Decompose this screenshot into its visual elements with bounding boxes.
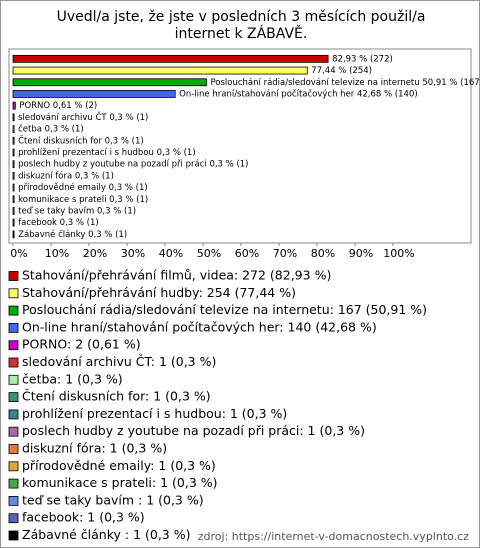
legend-swatch — [8, 409, 19, 420]
legend-swatch — [8, 478, 19, 489]
value-label: Zábavné články 0,3 % (1) — [18, 229, 127, 240]
bar — [12, 78, 207, 87]
bar — [12, 101, 16, 110]
legend-swatch — [8, 357, 19, 368]
legend-swatch — [8, 374, 19, 385]
legend-label: On-line hraní/stahování počítačových her… — [22, 319, 377, 334]
x-tick-label: 100% — [383, 247, 414, 260]
bar — [12, 171, 15, 180]
legend-label: Stahování/přehrávání filmů, videa: 272 (… — [22, 268, 331, 283]
x-tick-label: 90% — [349, 247, 373, 260]
legend-swatch — [8, 271, 19, 281]
legend-swatch — [8, 288, 19, 299]
value-label: 82,93 % (272) — [332, 54, 393, 64]
bar — [12, 195, 15, 204]
x-tick-label: 80% — [311, 247, 335, 260]
value-label: On-line hraní/stahování počítačových her… — [179, 88, 418, 99]
legend-label: přírodovědné emaily: 1 (0,3 %) — [22, 458, 216, 473]
legend-swatch — [8, 444, 19, 454]
x-tick-label: 10% — [45, 247, 69, 260]
legend-swatch — [8, 513, 19, 524]
value-label: poslech hudby z youtube na pozadí při pr… — [18, 160, 248, 170]
value-label: sledování archivu ČT 0,3 % (1) — [18, 111, 148, 123]
x-tick-label: 20% — [83, 247, 107, 260]
value-label: teď se taky bavím 0,3 % (1) — [18, 206, 136, 216]
legend-swatch — [8, 530, 19, 541]
legend-label: Čtení diskusních for: 1 (0,3 %) — [22, 389, 211, 404]
legend-label: facebook: 1 (0,3 %) — [22, 510, 145, 525]
source: zdroj: https://internet-v-domacnostech.v… — [198, 530, 469, 543]
legend-swatch — [8, 461, 19, 472]
legend-label: sledování archivu ČT: 1 (0,3 %) — [22, 354, 216, 369]
x-tick-label: 30% — [121, 247, 145, 260]
legend-label: diskuzní fóra: 1 (0,3 %) — [22, 441, 167, 456]
x-tick-label: 60% — [235, 247, 259, 260]
bar — [12, 207, 15, 215]
x-tick-label: 0% — [10, 247, 27, 260]
legend-label: poslech hudby z youtube na pozadí při pr… — [22, 423, 365, 438]
value-label: prohlížení prezentací i s hudbou 0,3 % (… — [18, 148, 196, 158]
bar — [12, 54, 329, 63]
legend-label: Poslouchání rádia/sledování televize na … — [22, 302, 427, 317]
value-label: Čtení diskusních for 0,3 % (1) — [18, 134, 144, 146]
bar — [12, 113, 15, 122]
x-tick-label: 50% — [197, 247, 221, 260]
bar — [12, 218, 15, 227]
value-label: PORNO 0,61 % (2) — [19, 101, 97, 111]
legend-label: četba: 1 (0,3 %) — [22, 371, 123, 386]
bar — [12, 125, 15, 133]
value-label: Poslouchání rádia/sledování televize na … — [210, 78, 479, 88]
value-label: přírodovědné emaily 0,3 % (1) — [18, 182, 148, 193]
bar — [12, 136, 15, 145]
chart-title: Uvedl/a jste, že jste v posledních 3 měs… — [56, 9, 426, 42]
legend-swatch — [8, 322, 19, 333]
legend-label: prohlížení prezentací i s hudbou: 1 (0,3… — [22, 406, 287, 421]
bar — [12, 160, 15, 169]
legend-label: PORNO: 2 (0,61 %) — [22, 337, 141, 352]
value-label: diskuzní fóra 0,3 % (1) — [18, 170, 114, 181]
x-tick-label: 40% — [159, 247, 183, 260]
legend-swatch — [8, 305, 19, 316]
legend-label: Zábavné články : 1 (0,3 %) — [22, 527, 191, 542]
legend-swatch — [8, 392, 19, 403]
x-tick-label: 70% — [273, 247, 297, 260]
legend-swatch — [8, 495, 19, 506]
bar — [12, 230, 15, 239]
value-label: 77,44 % (254) — [311, 66, 372, 76]
legend-swatch — [8, 340, 19, 351]
bar — [12, 183, 15, 192]
legend-swatch — [8, 426, 19, 437]
value-label: četba 0,3 % (1) — [18, 124, 84, 135]
legend-label: komunikace s prateli: 1 (0,3 %) — [22, 475, 218, 490]
value-label: komunikace s prateli 0,3 % (1) — [18, 195, 148, 205]
value-label: facebook 0,3 % (1) — [18, 218, 99, 228]
legend-label: teď se taky bavím : 1 (0,3 %) — [22, 492, 204, 507]
bar — [12, 66, 308, 75]
legend-label: Stahování/přehrávání hudby: 254 (77,44 %… — [22, 285, 296, 300]
bar — [12, 90, 176, 98]
bar — [12, 148, 15, 157]
